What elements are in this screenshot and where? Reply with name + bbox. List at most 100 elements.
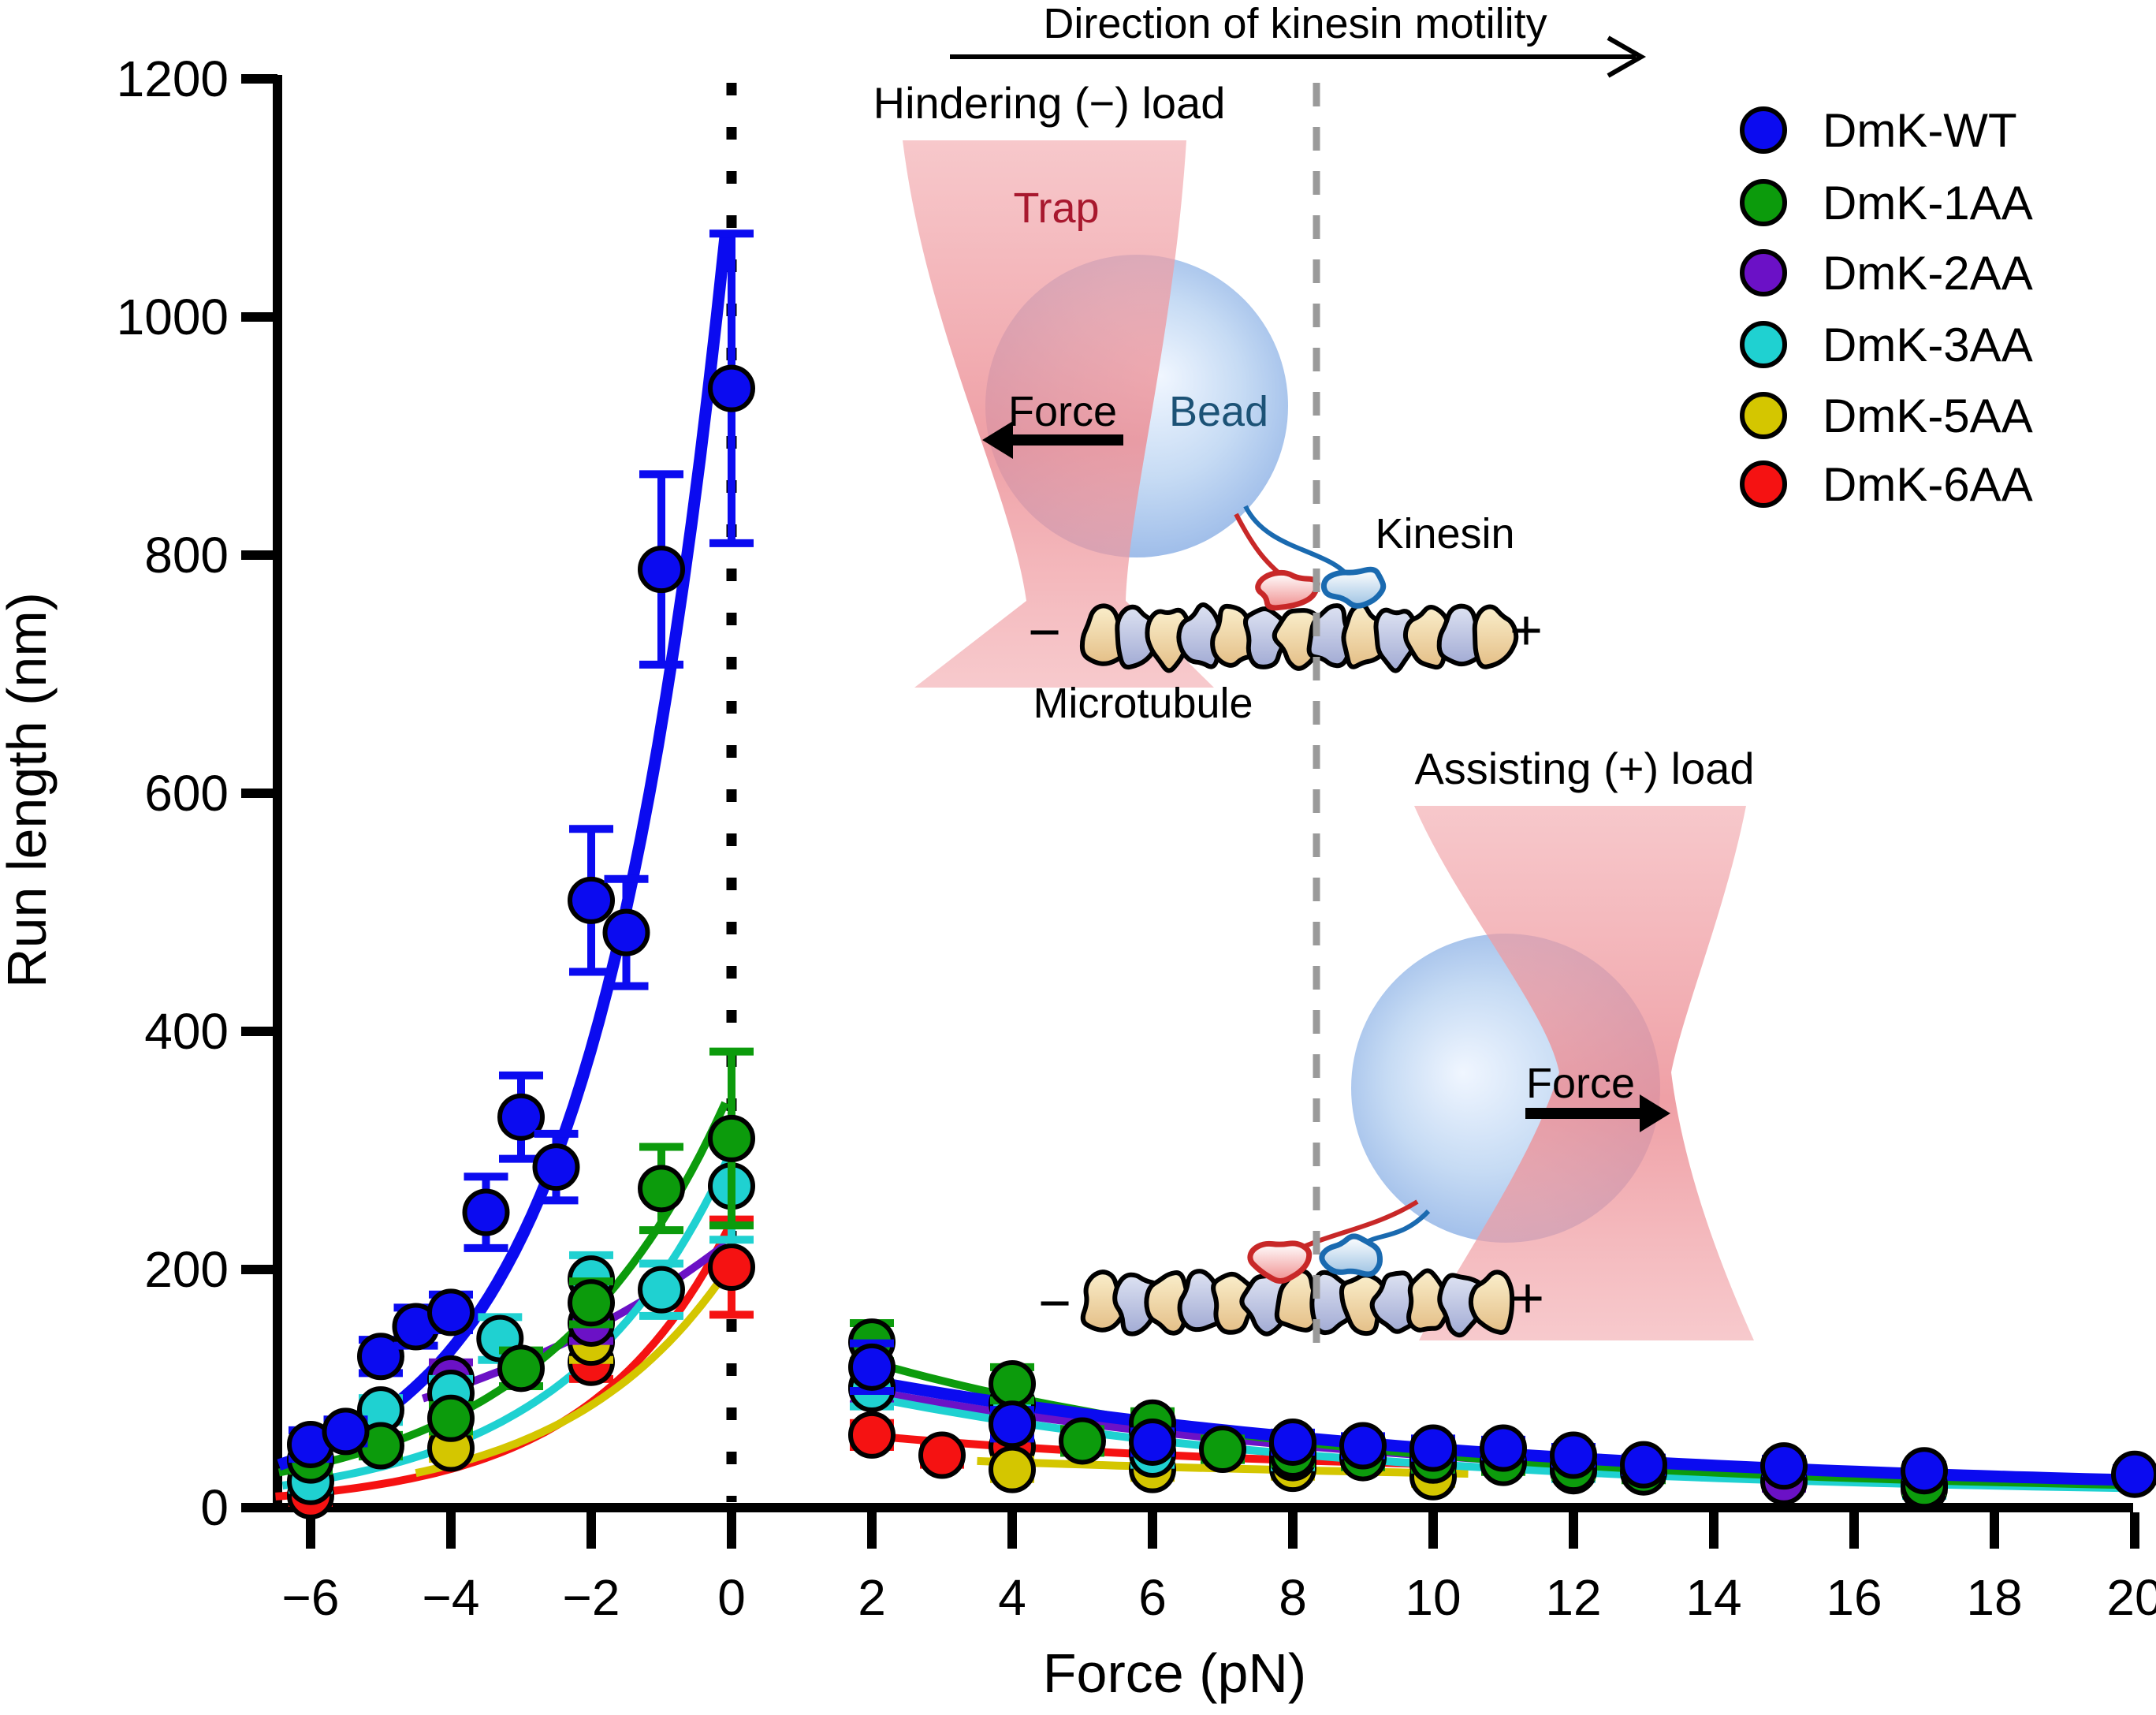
- data-point-DmK-WT: [848, 1343, 896, 1391]
- y-tick-label: 600: [144, 765, 229, 822]
- x-tick-label: −2: [563, 1569, 620, 1626]
- x-tick-label: 12: [1545, 1569, 1601, 1626]
- data-point-DmK-WT: [427, 1288, 475, 1337]
- inset-hindering-load-diagram: [903, 140, 1519, 688]
- x-tick-label: 18: [1966, 1569, 2022, 1626]
- microtubule-1: [1079, 602, 1519, 673]
- microtubule-plus-end-1: +: [1510, 599, 1543, 662]
- x-tick-label: −6: [282, 1569, 340, 1626]
- force-arrow-right: [1525, 1094, 1670, 1132]
- data-point-DmK-WT: [1760, 1442, 1808, 1490]
- data-point-DmK-WT: [568, 876, 615, 924]
- data-point-DmK-1AA: [638, 1165, 685, 1213]
- legend-label: DmK-6AA: [1823, 458, 2033, 511]
- legend-item-DmK-WT: DmK-WT: [1740, 104, 2017, 157]
- data-point-DmK-WT: [602, 908, 650, 956]
- kinesin-label: Kinesin: [1375, 510, 1514, 557]
- tubulin-subunit: [1468, 1269, 1515, 1335]
- force-label-hindering: Force: [1008, 388, 1117, 435]
- x-tick-label: 10: [1405, 1569, 1461, 1626]
- microtubule-label: Microtubule: [1033, 680, 1253, 727]
- legend-label: DmK-2AA: [1823, 247, 2033, 300]
- optical-trap-1: [903, 140, 1214, 688]
- motor-head-red: [1255, 569, 1320, 611]
- y-tick-label: 800: [144, 527, 229, 583]
- legend-item-DmK-5AA: DmK-5AA: [1740, 390, 2033, 442]
- direction-of-motility-label: Direction of kinesin motility: [1043, 0, 1547, 47]
- data-point-DmK-6AA: [918, 1431, 966, 1479]
- data-point-DmK-1AA: [708, 1114, 755, 1162]
- y-tick-label: 0: [200, 1479, 229, 1536]
- legend-label: DmK-5AA: [1823, 390, 2033, 442]
- x-tick-label: 8: [1279, 1569, 1307, 1626]
- x-tick-label: 6: [1138, 1569, 1167, 1626]
- y-axis-title: Run length (nm): [0, 592, 58, 988]
- data-point-DmK-6AA: [708, 1243, 755, 1291]
- y-tick-label: 200: [144, 1241, 229, 1298]
- assisting-load-title: Assisting (+) load: [1414, 744, 1754, 793]
- data-point-DmK-1AA: [497, 1344, 545, 1393]
- legend-item-DmK-3AA: DmK-3AA: [1740, 319, 2033, 371]
- data-point-DmK-1AA: [568, 1279, 615, 1327]
- y-tick-label: 400: [144, 1003, 229, 1060]
- data-point-DmK-WT: [1550, 1431, 1597, 1479]
- data-point-DmK-WT: [462, 1188, 510, 1236]
- data-point-DmK-3AA: [638, 1266, 685, 1314]
- data-point-DmK-WT: [1409, 1424, 1457, 1472]
- trap-label: Trap: [1013, 185, 1099, 232]
- x-axis-title: Force (pN): [1043, 1642, 1306, 1704]
- optical-trap-2: [1414, 806, 1754, 1340]
- data-point-DmK-WT: [497, 1093, 545, 1141]
- y-tick-label: 1200: [117, 50, 229, 107]
- legend-marker-icon: [1740, 106, 1787, 154]
- data-point-DmK-WT: [1129, 1418, 1176, 1466]
- data-point-DmK-1AA: [1199, 1426, 1246, 1474]
- data-point-DmK-1AA: [427, 1394, 475, 1442]
- data-point-DmK-WT: [708, 364, 755, 412]
- force-label-assisting: Force: [1526, 1060, 1635, 1107]
- data-point-DmK-1AA: [989, 1359, 1036, 1407]
- data-point-DmK-WT: [989, 1400, 1036, 1448]
- kinesin-motor-2: [1247, 1199, 1431, 1284]
- microtubule-2: [1080, 1268, 1515, 1338]
- x-tick-label: 14: [1685, 1569, 1741, 1626]
- legend-marker-icon: [1740, 179, 1787, 226]
- series-DmK-WT: [287, 229, 2156, 1498]
- motor-head-blue: [1319, 1233, 1383, 1277]
- legend-item-DmK-1AA: DmK-1AA: [1740, 177, 2033, 229]
- data-point-DmK-WT: [1269, 1418, 1316, 1466]
- tubulin-subunit: [1402, 604, 1450, 670]
- legend-item-DmK-2AA: DmK-2AA: [1740, 247, 2033, 300]
- data-point-DmK-WT: [532, 1143, 580, 1191]
- tubulin-subunit: [1145, 607, 1192, 673]
- x-tick-label: 2: [858, 1569, 886, 1626]
- legend-item-DmK-6AA: DmK-6AA: [1740, 458, 2033, 511]
- bead-label: Bead: [1169, 388, 1268, 435]
- motor-head-blue: [1320, 566, 1387, 609]
- data-point-DmK-WT: [357, 1333, 404, 1381]
- legend-marker-icon: [1740, 321, 1787, 368]
- x-tick-label: 0: [717, 1569, 746, 1626]
- legend-label: DmK-3AA: [1823, 319, 2033, 371]
- tubulin-subunit: [1472, 604, 1519, 669]
- data-point-DmK-6AA: [848, 1411, 896, 1459]
- x-tick-label: −4: [423, 1569, 480, 1626]
- legend: DmK-WT DmK-1AA DmK-2AA DmK-3AA DmK-5AA DmK-6A…: [1740, 104, 2033, 511]
- legend-label: DmK-WT: [1823, 104, 2017, 157]
- data-point-DmK-1AA: [1059, 1417, 1106, 1465]
- x-tick-label: 20: [2106, 1569, 2156, 1626]
- microtubule-plus-end-2: +: [1511, 1267, 1544, 1330]
- y-tick-label: 1000: [117, 289, 229, 345]
- inset-assisting-load-diagram: [1080, 806, 1754, 1340]
- hindering-load-title: Hindering (−) load: [873, 78, 1226, 128]
- data-point-DmK-WT: [1901, 1447, 1948, 1495]
- legend-label: DmK-1AA: [1823, 177, 2033, 229]
- data-point-DmK-5AA: [989, 1445, 1036, 1493]
- x-tick-label: 16: [1826, 1569, 1882, 1626]
- data-point-DmK-WT: [1339, 1422, 1387, 1470]
- data-point-DmK-WT: [1620, 1441, 1667, 1489]
- data-point-DmK-WT: [638, 546, 685, 594]
- data-point-DmK-WT: [322, 1407, 370, 1456]
